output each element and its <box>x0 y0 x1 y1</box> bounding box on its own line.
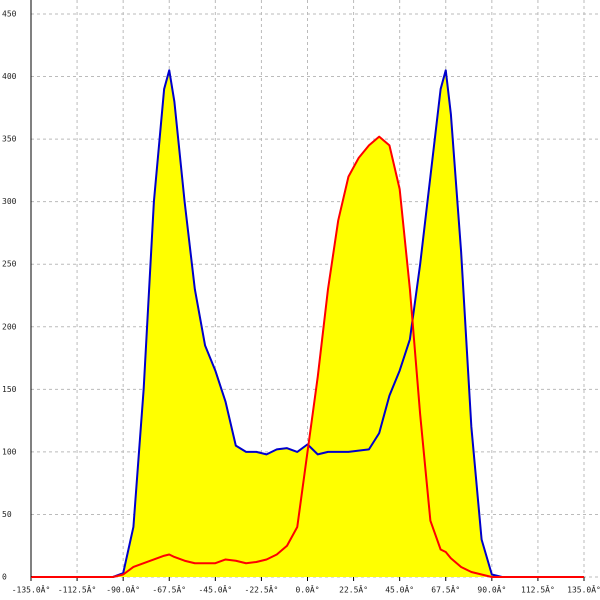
x-tick-label: 90.0Â° <box>477 584 506 595</box>
area-fill <box>31 136 584 578</box>
y-tick-label: 450 <box>2 10 17 19</box>
y-tick-label: 150 <box>2 385 17 394</box>
x-tick-label: -22.5Â° <box>245 584 279 595</box>
y-tick-label: 400 <box>2 72 17 81</box>
x-tick-label: -90.0Â° <box>106 584 140 595</box>
x-tick-label: -45.0Â° <box>198 584 232 595</box>
y-tick-label: 300 <box>2 197 17 206</box>
series-line <box>31 69 584 578</box>
y-tick-label: 100 <box>2 447 17 456</box>
x-tick-label: -67.5Â° <box>152 584 186 595</box>
y-tick-label: 0 <box>2 573 7 582</box>
y-tick-label: 200 <box>2 322 17 331</box>
y-tick-label: 50 <box>2 510 12 519</box>
x-tick-label: 135.0Â° <box>567 584 600 595</box>
series-line <box>31 135 584 578</box>
x-tick-label: 67.5Â° <box>431 584 460 595</box>
x-tick-label: -112.5Â° <box>58 584 97 595</box>
x-tick-label: 45.0Â° <box>385 584 414 595</box>
area-fill <box>31 70 584 578</box>
y-tick-label: 350 <box>2 135 17 144</box>
y-tick-label: 250 <box>2 260 17 269</box>
x-tick-label: 22.5Â° <box>339 584 368 595</box>
x-tick-label: 0.0Â° <box>295 584 319 595</box>
x-tick-label: 112.5Â° <box>521 584 555 595</box>
x-tick-label: -135.0Â° <box>12 584 51 595</box>
